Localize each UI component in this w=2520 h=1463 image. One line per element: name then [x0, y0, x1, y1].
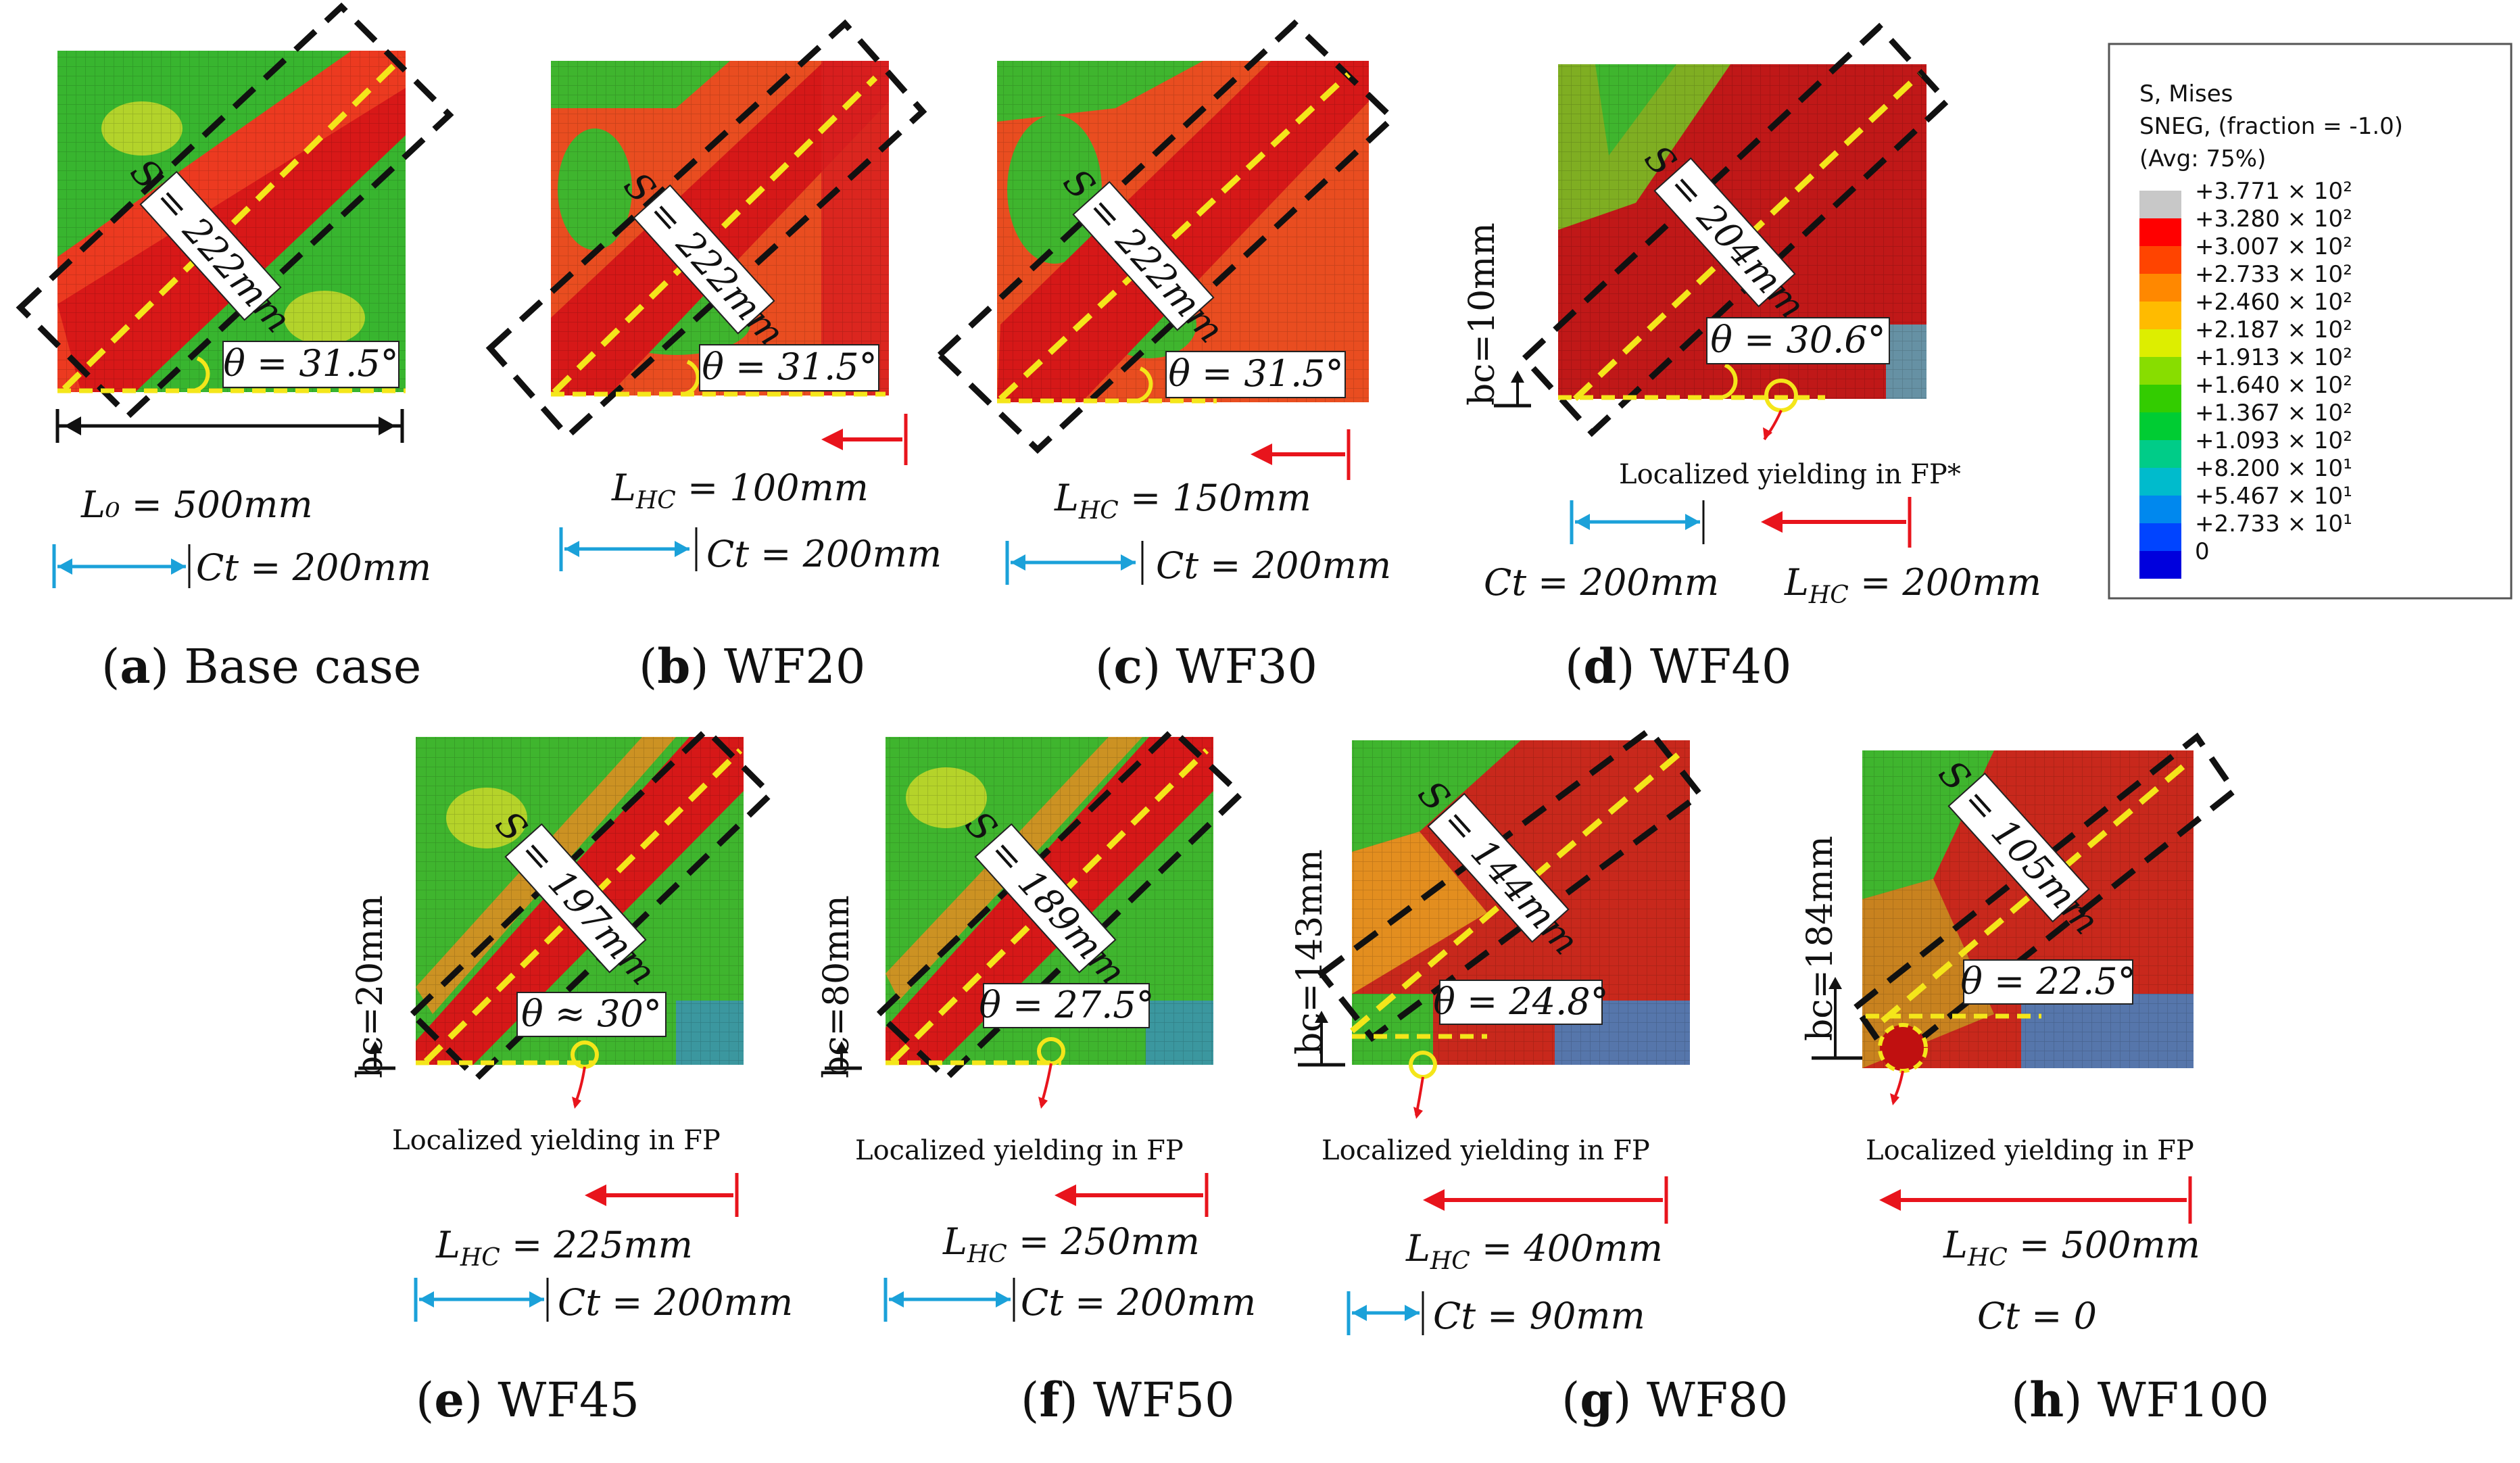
bc-label-f: bc=80mm [817, 895, 857, 1078]
legend-title-1: S, Mises [2139, 80, 2233, 107]
legend-swatch [2139, 274, 2181, 302]
caption-b: (b) WF20 [639, 638, 865, 694]
legend-value: +3.771 × 10² [2195, 178, 2352, 205]
theta-label-f: θ = 27.5° [979, 984, 1154, 1026]
ct-label-c: Ct = 200mm [1156, 544, 1391, 587]
legend-swatch [2139, 440, 2181, 468]
strut-box-d [1520, 22, 1952, 437]
theta-label-a: θ = 31.5° [223, 342, 398, 385]
theta-label-c: θ = 31.5° [1168, 352, 1343, 395]
yield-label-g: Localized yielding in FP [1322, 1135, 1650, 1166]
ct-label-b: Ct = 200mm [706, 533, 942, 575]
yield-label-f: Localized yielding in FP [855, 1135, 1184, 1166]
legend-swatch [2139, 302, 2181, 329]
legend-value: +1.640 × 10² [2195, 372, 2352, 399]
legend-value: +8.200 × 10¹ [2195, 455, 2352, 482]
legend-value: +2.733 × 10¹ [2195, 510, 2352, 537]
legend-value: +2.460 × 10² [2195, 289, 2352, 316]
caption-d: (d) WF40 [1565, 638, 1791, 694]
caption-f: (f) WF50 [1021, 1372, 1235, 1428]
legend-title-2: SNEG, (fraction = -1.0) [2139, 113, 2403, 140]
lhc-label-e: LHC = 225mm [435, 1224, 693, 1272]
legend-swatch [2139, 385, 2181, 412]
stress-legend: S, Mises SNEG, (fraction = -1.0) (Avg: 7… [2108, 43, 2513, 600]
strut-box-b [485, 19, 927, 441]
ct-label-a: Ct = 200mm [196, 546, 431, 589]
ct-label-e: Ct = 200mm [558, 1281, 793, 1324]
panel-e: S = 197mm θ ≈ 30° Localized yielding in … [350, 725, 793, 1428]
theta-label-b: θ = 31.5° [702, 345, 877, 388]
panel-d: S = 204mm θ = 30.6° Localized yielding i… [1462, 22, 2041, 694]
yield-label-h: Localized yielding in FP [1866, 1135, 2194, 1166]
panel-h: S = 105mm θ = 22.5° Localized yielding i… [1800, 732, 2269, 1428]
width-label-a: L₀ = 500mm [80, 483, 313, 526]
panel-c: S = 222mm θ = 31.5° LHC = 150mm Ct = 200… [935, 19, 1397, 694]
lhc-label-b: LHC = 100mm [611, 466, 869, 514]
caption-c: (c) WF30 [1095, 638, 1317, 694]
theta-label-d: θ = 30.6° [1710, 318, 1885, 361]
strut-box-g [1317, 725, 1705, 1042]
legend-swatch [2139, 523, 2181, 551]
panel-f: S = 189mm θ = 27.5° Localized yielding i… [817, 725, 1256, 1428]
legend-swatch [2139, 191, 2181, 218]
bc-label-d: bc=10mm [1462, 222, 1503, 406]
caption-e: (e) WF45 [416, 1372, 639, 1428]
ct-label-d: Ct = 200mm [1484, 561, 1719, 604]
lhc-label-f: LHC = 250mm [942, 1220, 1200, 1268]
legend-value: +5.467 × 10¹ [2195, 483, 2352, 510]
legend-value: +3.280 × 10² [2195, 206, 2352, 233]
legend-swatch [2139, 412, 2181, 440]
legend-swatch [2139, 468, 2181, 496]
lhc-label-c: LHC = 150mm [1054, 477, 1311, 525]
legend-swatch [2139, 357, 2181, 385]
theta-label-e: θ ≈ 30° [521, 992, 662, 1035]
theta-label-h: θ = 22.5° [1960, 960, 2135, 1003]
lhc-label-d: LHC = 200mm [1784, 561, 2041, 609]
strut-box-a [16, 2, 454, 421]
angle-arc-a [192, 356, 210, 393]
strut-centerline-a [62, 55, 405, 391]
legend-value: 0 [2195, 538, 2210, 565]
ct-label-f: Ct = 200mm [1021, 1281, 1256, 1324]
strut-box-c [935, 19, 1397, 454]
strut-box-e [408, 725, 775, 1083]
legend-swatch [2139, 218, 2181, 246]
legend-title-3: (Avg: 75%) [2139, 145, 2266, 172]
yield-label-e: Localized yielding in FP [392, 1125, 721, 1156]
legend-swatch [2139, 329, 2181, 357]
yield-marker-h [1878, 1023, 1928, 1073]
bc-label-e: bc=20mm [350, 895, 391, 1078]
yield-label-d: Localized yielding in FP* [1619, 459, 1961, 490]
strut-box-f [874, 725, 1245, 1083]
legend-value: +3.007 × 10² [2195, 233, 2352, 260]
theta-box-a [222, 341, 399, 388]
bc-label-g: bc=143mm [1290, 849, 1330, 1055]
legend-value: +1.367 × 10² [2195, 400, 2352, 427]
lhc-label-g: LHC = 400mm [1405, 1227, 1663, 1275]
legend-value: +2.733 × 10² [2195, 261, 2352, 288]
strut-centerline-b [552, 75, 878, 395]
legend-value: +2.187 × 10² [2195, 316, 2352, 343]
legend-swatch [2139, 496, 2181, 523]
ct-label-h: Ct = 0 [1977, 1295, 2097, 1337]
theta-label-g: θ = 24.8° [1433, 980, 1608, 1023]
panel-a: S = 222mm θ = 31.5° L₀ = 500mm Ct = 200m… [16, 2, 454, 694]
legend-swatch [2139, 551, 2181, 579]
panel-g: S = 144mm θ = 24.8° Localized yielding i… [1290, 725, 1788, 1428]
panel-b: S = 222mm θ = 31.5° LHC = 100mm Ct = 200… [485, 19, 942, 694]
legend-swatch [2139, 246, 2181, 274]
legend-value: +1.093 × 10² [2195, 427, 2352, 454]
lhc-label-h: LHC = 500mm [1943, 1224, 2200, 1272]
caption-a: (a) Base case [101, 638, 421, 694]
caption-g: (g) WF80 [1561, 1372, 1788, 1428]
legend-value: +1.913 × 10² [2195, 344, 2352, 371]
ct-label-g: Ct = 90mm [1433, 1295, 1645, 1337]
caption-h: (h) WF100 [2011, 1372, 2269, 1428]
